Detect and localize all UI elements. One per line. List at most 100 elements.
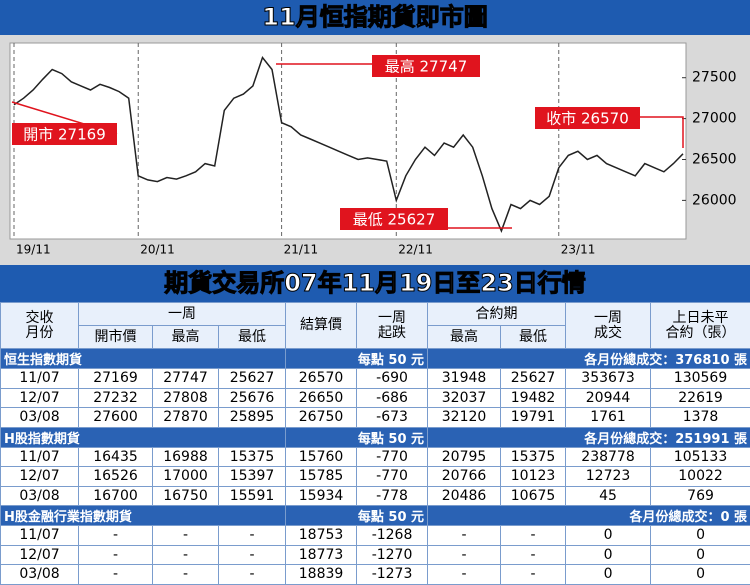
cell: 45 (566, 486, 651, 506)
cell: 12723 (566, 467, 651, 487)
column-subheader: 最高 (428, 326, 501, 349)
section-volume: 各月份總成交：376810 張 (428, 349, 750, 369)
cell: 15375 (219, 447, 286, 467)
cell: 16988 (153, 447, 219, 467)
y-tick-label: 27500 (692, 70, 737, 86)
cell: -690 (357, 369, 428, 389)
cell: 27747 (153, 369, 219, 389)
cell: -1268 (357, 526, 428, 546)
cell: 0 (566, 565, 651, 585)
cell: - (79, 545, 153, 565)
cell: 15934 (286, 486, 357, 506)
cell: -673 (357, 408, 428, 428)
cell: 105133 (651, 447, 750, 467)
cell: 20486 (428, 486, 501, 506)
section-name: H股指數期貨 (1, 427, 286, 447)
cell: 18753 (286, 526, 357, 546)
cell: 0 (566, 545, 651, 565)
column-subheader: 最低 (219, 326, 286, 349)
annotation: 收市 26570 (546, 110, 629, 128)
cell: 03/08 (1, 486, 79, 506)
column-subheader: 最高 (153, 326, 219, 349)
cell: -686 (357, 388, 428, 408)
cell: 22619 (651, 388, 750, 408)
cell: - (501, 565, 566, 585)
section-name: 恒生指數期貨 (1, 349, 286, 369)
column-header: 交收 月份 (1, 303, 79, 349)
cell: 26750 (286, 408, 357, 428)
cell: 32120 (428, 408, 501, 428)
quote-table: 交收 月份一周結算價一周 起跌合約期一周 成交上日未平 合約（張）開市價最高最低… (0, 302, 750, 585)
header-row: 交收 月份一周結算價一周 起跌合約期一周 成交上日未平 合約（張） (1, 303, 750, 326)
y-tick-label: 27000 (692, 111, 737, 127)
column-header: 一周 (79, 303, 286, 326)
x-tick-label: 20/11 (140, 243, 175, 257)
cell: 238778 (566, 447, 651, 467)
cell: - (153, 545, 219, 565)
cell: 25627 (501, 369, 566, 389)
section-row: 恒生指數期貨每點 50 元各月份總成交：376810 張 (1, 349, 750, 369)
cell: 16700 (79, 486, 153, 506)
cell: 19482 (501, 388, 566, 408)
column-header: 合約期 (428, 303, 566, 326)
cell: 27232 (79, 388, 153, 408)
cell: 16526 (79, 467, 153, 487)
cell: 32037 (428, 388, 501, 408)
cell: 11/07 (1, 447, 79, 467)
cell: 17000 (153, 467, 219, 487)
cell: 15591 (219, 486, 286, 506)
section-unit: 每點 50 元 (286, 427, 428, 447)
column-header: 上日未平 合約（張） (651, 303, 750, 349)
cell: 27870 (153, 408, 219, 428)
cell: - (219, 545, 286, 565)
cell: 0 (566, 526, 651, 546)
cell: 15760 (286, 447, 357, 467)
cell: 27600 (79, 408, 153, 428)
cell: 26650 (286, 388, 357, 408)
cell: 12/07 (1, 388, 79, 408)
cell: - (79, 565, 153, 585)
cell: -1273 (357, 565, 428, 585)
cell: 26570 (286, 369, 357, 389)
section-volume: 各月份總成交：251991 張 (428, 427, 750, 447)
cell: - (428, 565, 501, 585)
cell: -1270 (357, 545, 428, 565)
cell: 10123 (501, 467, 566, 487)
y-tick-label: 26000 (692, 192, 737, 208)
section-unit: 每點 50 元 (286, 506, 428, 526)
cell: 10022 (651, 467, 750, 487)
annotation: 最低 25627 (353, 211, 436, 229)
cell: 769 (651, 486, 750, 506)
cell: 20795 (428, 447, 501, 467)
cell: 15375 (501, 447, 566, 467)
column-header: 一周 成交 (566, 303, 651, 349)
cell: - (501, 545, 566, 565)
cell: 1378 (651, 408, 750, 428)
cell: 11/07 (1, 526, 79, 546)
cell: 11/07 (1, 369, 79, 389)
cell: - (428, 545, 501, 565)
column-subheader: 開市價 (79, 326, 153, 349)
cell: 18839 (286, 565, 357, 585)
cell: - (219, 565, 286, 585)
section-unit: 每點 50 元 (286, 349, 428, 369)
column-header: 結算價 (286, 303, 357, 349)
cell: - (501, 526, 566, 546)
cell: 15785 (286, 467, 357, 487)
cell: 353673 (566, 369, 651, 389)
cell: 25676 (219, 388, 286, 408)
x-tick-label: 19/11 (16, 243, 51, 257)
column-header: 一周 起跌 (357, 303, 428, 349)
cell: 18773 (286, 545, 357, 565)
cell: 0 (651, 526, 750, 546)
annotation: 最高 27747 (385, 58, 468, 76)
cell: 27808 (153, 388, 219, 408)
